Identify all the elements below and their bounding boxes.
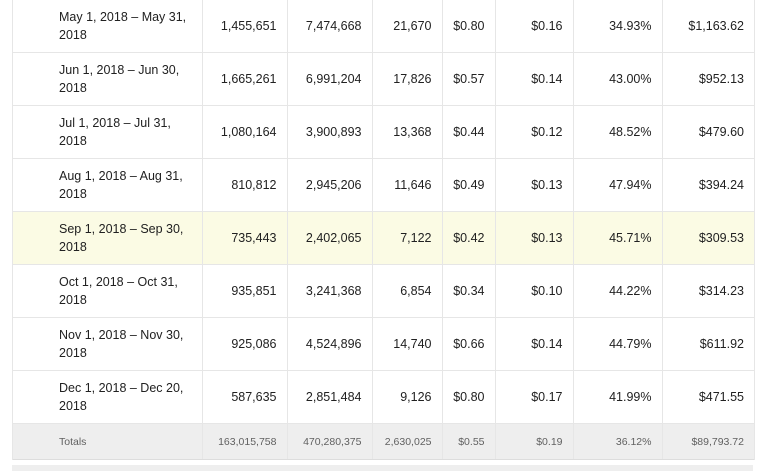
period-cell: Jun 1, 2018 – Jun 30, 2018 [13, 52, 203, 106]
metric-4-cell: $0.42 [442, 211, 496, 265]
metric-3-cell: 14,740 [372, 317, 443, 371]
metric-5-cell: $0.13 [495, 158, 574, 212]
total-metric-2: 470,280,375 [287, 423, 373, 460]
metric-7-cell: $479.60 [662, 105, 754, 159]
period-cell: Jul 1, 2018 – Jul 31, 2018 [13, 105, 203, 159]
total-metric-4: $0.55 [442, 423, 496, 460]
period-cell: Dec 1, 2018 – Dec 20, 2018 [13, 370, 203, 424]
metric-7-cell: $314.23 [662, 264, 754, 318]
metric-2-cell: 2,402,065 [287, 211, 373, 265]
metric-2-cell: 7,474,668 [287, 0, 373, 53]
metric-6-cell: 43.00% [573, 52, 663, 106]
total-metric-6: 36.12% [573, 423, 663, 460]
metric-2-cell: 3,900,893 [287, 105, 373, 159]
metric-6-cell: 41.99% [573, 370, 663, 424]
report-table: May 1, 2018 – May 31, 2018 1,455,651 7,4… [13, 0, 754, 460]
metric-6-cell: 45.71% [573, 211, 663, 265]
metric-6-cell: 44.22% [573, 264, 663, 318]
metric-2-cell: 2,851,484 [287, 370, 373, 424]
metric-3-cell: 6,854 [372, 264, 443, 318]
period-cell: Aug 1, 2018 – Aug 31, 2018 [13, 158, 203, 212]
metric-1-cell: 587,635 [202, 370, 288, 424]
table-row[interactable]: Dec 1, 2018 – Dec 20, 2018 587,635 2,851… [13, 370, 754, 424]
metric-4-cell: $0.34 [442, 264, 496, 318]
table-row[interactable]: Aug 1, 2018 – Aug 31, 2018 810,812 2,945… [13, 158, 754, 212]
table-row[interactable]: Nov 1, 2018 – Nov 30, 2018 925,086 4,524… [13, 317, 754, 371]
metric-7-cell: $471.55 [662, 370, 754, 424]
metric-5-cell: $0.17 [495, 370, 574, 424]
total-metric-1: 163,015,758 [202, 423, 288, 460]
table-row[interactable]: Oct 1, 2018 – Oct 31, 2018 935,851 3,241… [13, 264, 754, 318]
metric-1-cell: 1,665,261 [202, 52, 288, 106]
metric-7-cell: $394.24 [662, 158, 754, 212]
metric-1-cell: 925,086 [202, 317, 288, 371]
metric-2-cell: 6,991,204 [287, 52, 373, 106]
period-cell: Sep 1, 2018 – Sep 30, 2018 [13, 211, 203, 265]
metric-1-cell: 810,812 [202, 158, 288, 212]
metric-4-cell: $0.44 [442, 105, 496, 159]
total-metric-3: 2,630,025 [372, 423, 443, 460]
table-row[interactable]: Jun 1, 2018 – Jun 30, 2018 1,665,261 6,9… [13, 52, 754, 106]
metric-7-cell: $309.53 [662, 211, 754, 265]
total-metric-5: $0.19 [495, 423, 574, 460]
table-row-highlighted[interactable]: Sep 1, 2018 – Sep 30, 2018 735,443 2,402… [13, 211, 754, 265]
metric-4-cell: $0.80 [442, 370, 496, 424]
metric-3-cell: 13,368 [372, 105, 443, 159]
metric-6-cell: 48.52% [573, 105, 663, 159]
metric-5-cell: $0.13 [495, 211, 574, 265]
table-row[interactable]: May 1, 2018 – May 31, 2018 1,455,651 7,4… [13, 0, 754, 53]
period-cell: Nov 1, 2018 – Nov 30, 2018 [13, 317, 203, 371]
metric-1-cell: 935,851 [202, 264, 288, 318]
metric-4-cell: $0.49 [442, 158, 496, 212]
metric-1-cell: 1,455,651 [202, 0, 288, 53]
table-row[interactable]: Jul 1, 2018 – Jul 31, 2018 1,080,164 3,9… [13, 105, 754, 159]
metric-2-cell: 3,241,368 [287, 264, 373, 318]
metric-4-cell: $0.80 [442, 0, 496, 53]
metric-3-cell: 17,826 [372, 52, 443, 106]
metric-3-cell: 7,122 [372, 211, 443, 265]
metric-3-cell: 9,126 [372, 370, 443, 424]
metric-5-cell: $0.14 [495, 52, 574, 106]
metric-6-cell: 44.79% [573, 317, 663, 371]
period-cell: Oct 1, 2018 – Oct 31, 2018 [13, 264, 203, 318]
table-footer-strip [12, 465, 753, 471]
metric-5-cell: $0.16 [495, 0, 574, 53]
metric-5-cell: $0.12 [495, 105, 574, 159]
metric-3-cell: 11,646 [372, 158, 443, 212]
metric-3-cell: 21,670 [372, 0, 443, 53]
period-cell: May 1, 2018 – May 31, 2018 [13, 0, 203, 53]
metric-1-cell: 1,080,164 [202, 105, 288, 159]
total-metric-7: $89,793.72 [662, 423, 754, 460]
metric-4-cell: $0.57 [442, 52, 496, 106]
metric-2-cell: 4,524,896 [287, 317, 373, 371]
totals-row: Totals 163,015,758 470,280,375 2,630,025… [13, 423, 754, 460]
metric-7-cell: $952.13 [662, 52, 754, 106]
metric-1-cell: 735,443 [202, 211, 288, 265]
metric-2-cell: 2,945,206 [287, 158, 373, 212]
report-table-container: May 1, 2018 – May 31, 2018 1,455,651 7,4… [12, 0, 755, 460]
totals-label: Totals [13, 423, 203, 460]
metric-6-cell: 34.93% [573, 0, 663, 53]
metric-5-cell: $0.10 [495, 264, 574, 318]
metric-4-cell: $0.66 [442, 317, 496, 371]
metric-7-cell: $611.92 [662, 317, 754, 371]
metric-7-cell: $1,163.62 [662, 0, 754, 53]
metric-5-cell: $0.14 [495, 317, 574, 371]
metric-6-cell: 47.94% [573, 158, 663, 212]
